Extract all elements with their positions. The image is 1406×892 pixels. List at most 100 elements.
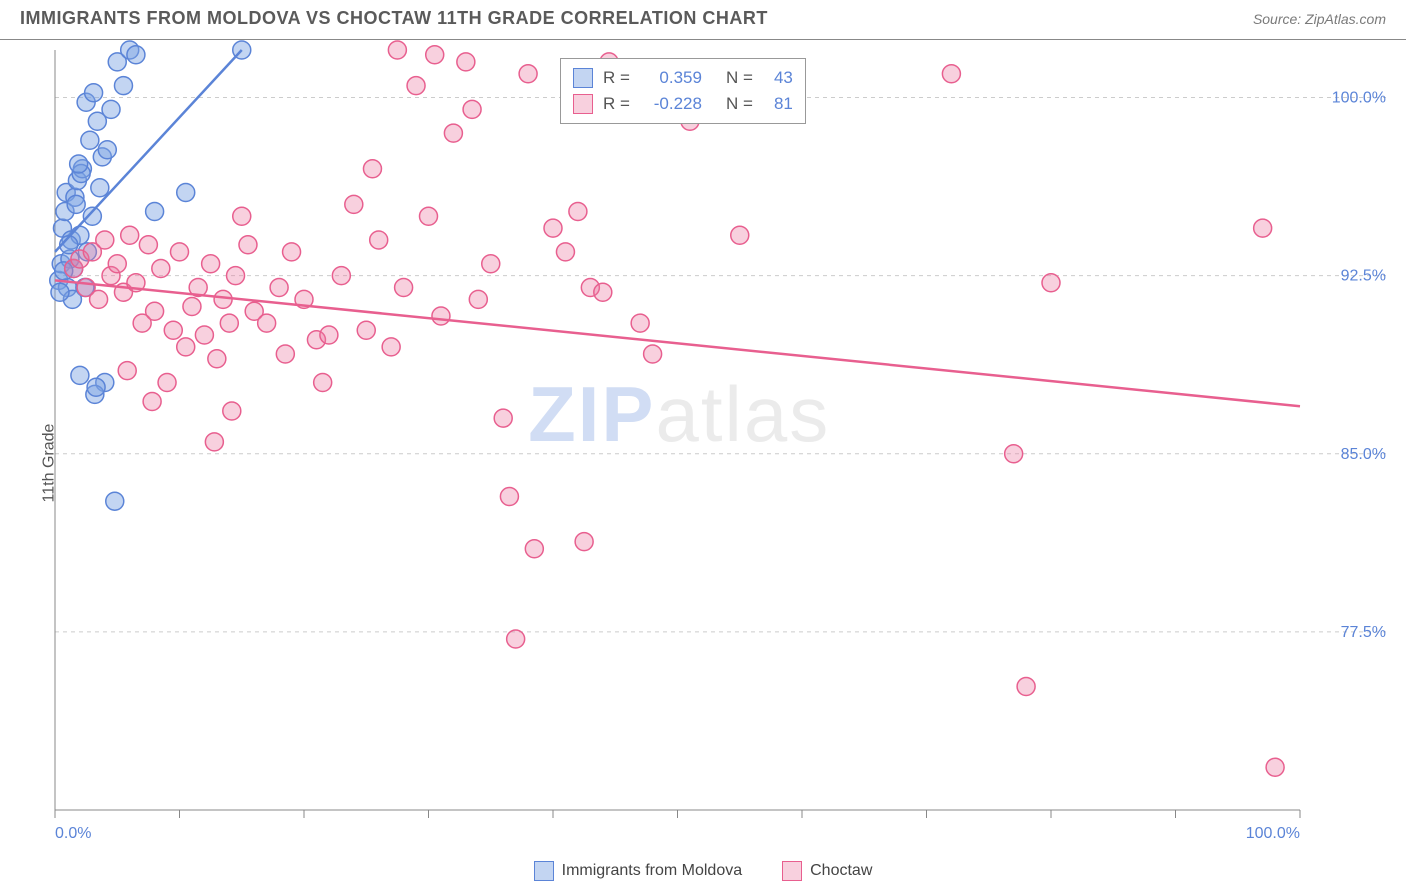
data-point	[70, 155, 88, 173]
data-point	[127, 46, 145, 64]
data-point	[214, 290, 232, 308]
data-point	[223, 402, 241, 420]
legend-swatch	[534, 861, 554, 881]
title-bar: IMMIGRANTS FROM MOLDOVA VS CHOCTAW 11TH …	[0, 0, 1406, 40]
data-point	[1005, 445, 1023, 463]
svg-text:100.0%: 100.0%	[1332, 90, 1386, 107]
data-point	[146, 203, 164, 221]
data-point	[208, 350, 226, 368]
data-point	[139, 236, 157, 254]
data-point	[357, 321, 375, 339]
data-point	[205, 433, 223, 451]
data-point	[202, 255, 220, 273]
stats-legend-row: R = -0.228N = 81	[573, 91, 793, 117]
data-point	[1266, 758, 1284, 776]
data-point	[102, 100, 120, 118]
data-point	[164, 321, 182, 339]
trend-line	[55, 280, 1300, 406]
data-point	[177, 184, 195, 202]
data-point	[98, 141, 116, 159]
data-point	[233, 207, 251, 225]
legend-swatch	[573, 68, 593, 88]
data-point	[270, 279, 288, 297]
data-point	[544, 219, 562, 237]
data-point	[363, 160, 381, 178]
data-point	[575, 533, 593, 551]
data-point	[90, 290, 108, 308]
svg-text:100.0%: 100.0%	[1246, 825, 1300, 842]
data-point	[118, 362, 136, 380]
data-point	[594, 283, 612, 301]
data-point	[631, 314, 649, 332]
data-point	[239, 236, 257, 254]
data-point	[482, 255, 500, 273]
data-point	[195, 326, 213, 344]
data-point	[227, 267, 245, 285]
data-point	[500, 488, 518, 506]
data-point	[407, 77, 425, 95]
data-point	[1017, 678, 1035, 696]
data-point	[942, 65, 960, 83]
data-point	[494, 409, 512, 427]
scatter-plot: 77.5% 85.0% 92.5% 100.0% 0.0% 100.0%	[0, 40, 1406, 885]
data-point	[507, 630, 525, 648]
data-point	[85, 84, 103, 102]
data-point	[220, 314, 238, 332]
data-point	[183, 298, 201, 316]
data-point	[108, 255, 126, 273]
data-point	[114, 77, 132, 95]
data-point	[152, 260, 170, 278]
data-point	[426, 46, 444, 64]
legend-swatch	[573, 94, 593, 114]
trend-line	[55, 50, 242, 252]
data-point	[463, 100, 481, 118]
data-point	[1042, 274, 1060, 292]
data-point	[432, 307, 450, 325]
data-point	[106, 492, 124, 510]
data-point	[67, 195, 85, 213]
data-point	[332, 267, 350, 285]
stats-legend: R = 0.359N = 43R = -0.228N = 81	[560, 58, 806, 124]
chart-title: IMMIGRANTS FROM MOLDOVA VS CHOCTAW 11TH …	[20, 8, 768, 29]
data-point	[644, 345, 662, 363]
data-point	[143, 393, 161, 411]
data-point	[1254, 219, 1272, 237]
data-point	[177, 338, 195, 356]
data-point	[444, 124, 462, 142]
data-point	[171, 243, 189, 261]
data-point	[469, 290, 487, 308]
bottom-legend-item: Choctaw	[782, 861, 872, 881]
bottom-legend-item: Immigrants from Moldova	[534, 861, 743, 881]
data-point	[51, 283, 69, 301]
data-point	[276, 345, 294, 363]
data-point	[420, 207, 438, 225]
data-point	[519, 65, 537, 83]
data-point	[314, 374, 332, 392]
svg-text:92.5%: 92.5%	[1341, 268, 1386, 285]
chart-area: 11th Grade 77.5% 85.0% 92.5% 100.0% 0.0% 100.…	[0, 40, 1406, 885]
svg-text:77.5%: 77.5%	[1341, 624, 1386, 641]
svg-text:85.0%: 85.0%	[1341, 446, 1386, 463]
data-point	[382, 338, 400, 356]
data-point	[71, 366, 89, 384]
data-point	[569, 203, 587, 221]
data-point	[525, 540, 543, 558]
source-attribution: Source: ZipAtlas.com	[1253, 11, 1386, 27]
data-point	[457, 53, 475, 71]
data-point	[395, 279, 413, 297]
svg-text:0.0%: 0.0%	[55, 825, 91, 842]
legend-swatch	[782, 861, 802, 881]
data-point	[388, 41, 406, 59]
data-point	[345, 195, 363, 213]
data-point	[370, 231, 388, 249]
y-axis-label: 11th Grade	[40, 423, 58, 502]
stats-legend-row: R = 0.359N = 43	[573, 65, 793, 91]
data-point	[121, 226, 139, 244]
data-point	[258, 314, 276, 332]
data-point	[146, 302, 164, 320]
data-point	[96, 231, 114, 249]
data-point	[91, 179, 109, 197]
data-point	[320, 326, 338, 344]
data-point	[556, 243, 574, 261]
data-point	[283, 243, 301, 261]
